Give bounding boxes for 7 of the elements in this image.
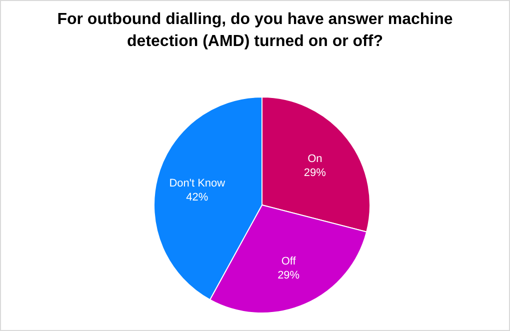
slice-label: Don't Know (169, 177, 226, 190)
data-label: 29% (304, 166, 326, 179)
slice-label: Off (281, 255, 297, 268)
slice-label: On (308, 152, 322, 165)
data-label: 42% (186, 191, 208, 204)
chart-title: For outbound dialling, do you have answer machine detection (AMD) turned on or off? (57, 11, 453, 50)
data-label: 29% (278, 269, 300, 282)
